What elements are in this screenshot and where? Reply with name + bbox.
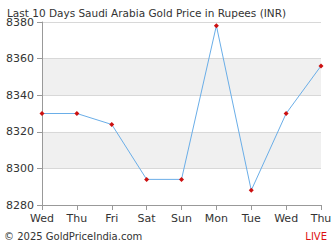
svg-text:8340: 8340 (6, 89, 34, 102)
svg-text:© 2025 GoldPriceIndia.com: © 2025 GoldPriceIndia.com (4, 231, 142, 242)
svg-text:Fri: Fri (105, 212, 118, 225)
svg-text:LIVE: LIVE (305, 231, 327, 242)
svg-text:8320: 8320 (6, 125, 34, 138)
svg-text:Thu: Thu (310, 212, 332, 225)
svg-text:Wed: Wed (274, 212, 298, 225)
svg-text:8300: 8300 (6, 162, 34, 175)
svg-text:Mon: Mon (205, 212, 228, 225)
svg-text:Wed: Wed (30, 212, 54, 225)
svg-text:Thu: Thu (66, 212, 88, 225)
svg-text:Sun: Sun (171, 212, 192, 225)
svg-text:8280: 8280 (6, 199, 34, 212)
svg-text:Last 10 Days Saudi Arabia Gold: Last 10 Days Saudi Arabia Gold Price in … (7, 7, 286, 19)
svg-text:Tue: Tue (241, 212, 261, 225)
svg-text:Sat: Sat (138, 212, 157, 225)
svg-text:8360: 8360 (6, 52, 34, 65)
svg-text:8380: 8380 (6, 15, 34, 29)
